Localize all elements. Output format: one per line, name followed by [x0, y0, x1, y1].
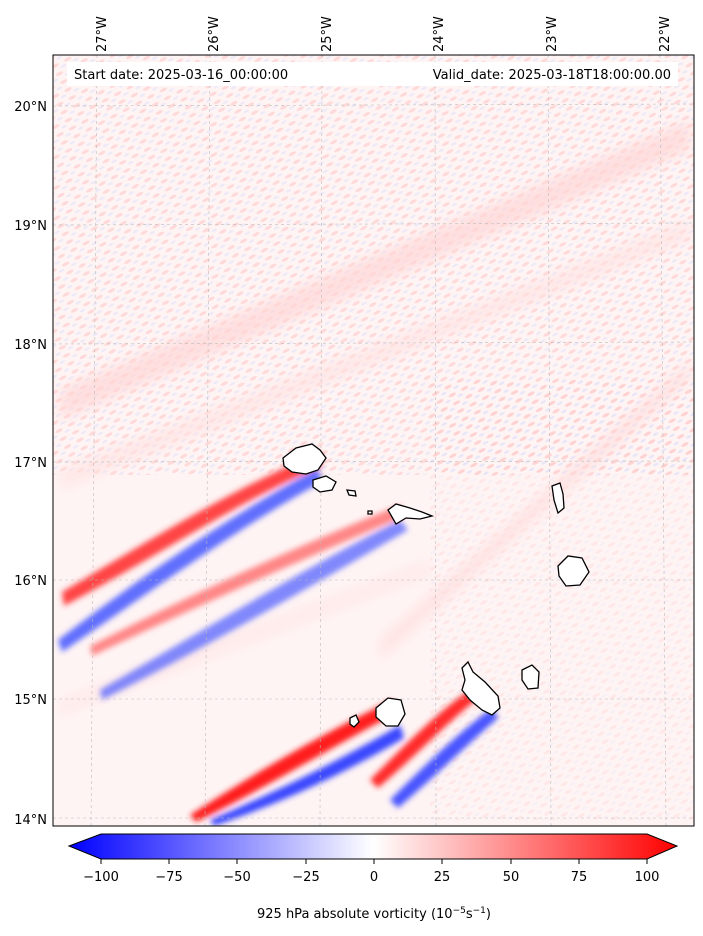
wake-blue-2: [100, 520, 408, 700]
island-boa-vista: [557, 555, 590, 587]
wake-blue-1: [58, 468, 322, 652]
lat-label-15n: 15°N: [14, 693, 47, 708]
wake-red-1: [62, 452, 322, 606]
colorbar-title-exp1: −5: [453, 906, 466, 916]
lon-label-22w: 22°W: [658, 16, 673, 52]
cb-tick-25: 25: [434, 870, 451, 885]
lat-label-14n: 14°N: [14, 813, 47, 828]
island-raso: [367, 510, 373, 515]
cb-tick-m75: −75: [155, 870, 182, 885]
lon-label-27w: 27°W: [95, 16, 110, 52]
lat-label-17n: 17°N: [14, 456, 47, 471]
wake-red-2: [90, 505, 405, 656]
island-outlines: [282, 443, 590, 728]
valid-date-label: Valid_date: 2025-03-18T18:00:00.00: [433, 68, 671, 83]
pink-band-3: [380, 360, 690, 660]
colorbar-title-main: 925 hPa absolute vorticity (10: [257, 907, 453, 922]
island-santiago: [461, 660, 501, 716]
island-sao-nicolau: [387, 503, 435, 525]
pink-band-2: [60, 220, 690, 490]
lon-label-23w: 23°W: [545, 16, 560, 52]
lon-label-26w: 26°W: [207, 16, 222, 52]
island-brava: [349, 714, 360, 728]
longitude-axis: 27°W 26°W 25°W 24°W 23°W 22°W: [95, 16, 673, 52]
latitude-axis: 20°N 19°N 18°N 17°N 16°N 15°N 14°N: [14, 100, 47, 828]
lat-label-19n: 19°N: [14, 219, 47, 234]
cb-tick-m50: −50: [223, 870, 250, 885]
map-frame: [52, 54, 695, 827]
cb-tick-100: 100: [635, 870, 660, 885]
colorbar-title-mid: s: [466, 907, 473, 922]
wake-red-4: [370, 690, 476, 788]
start-date-label: Start date: 2025-03-16_00:00:00: [74, 68, 288, 83]
pink-band-1: [60, 120, 690, 420]
cb-tick-m25: −25: [292, 870, 319, 885]
lon-label-25w: 25°W: [320, 16, 335, 52]
colorbar-ticks: [100, 859, 648, 864]
colorbar: −100 −75 −50 −25 0 25 50 75 100 925 hPa …: [67, 833, 679, 922]
cb-tick-50: 50: [503, 870, 520, 885]
cb-tick-0: 0: [370, 870, 378, 885]
island-sal: [551, 482, 565, 515]
colorbar-bar: [67, 833, 679, 860]
pink-band-4: [60, 560, 430, 715]
map-panel: Start date: 2025-03-16_00:00:00 Valid_da…: [52, 54, 695, 827]
map-grid: [53, 55, 694, 826]
island-santo-antao: [282, 443, 327, 475]
colorbar-title: 925 hPa absolute vorticity (10−5s−1): [257, 906, 491, 922]
colorbar-title-end: ): [486, 907, 491, 922]
lat-label-16n: 16°N: [14, 574, 47, 589]
lon-label-24w: 24°W: [432, 16, 447, 52]
island-santa-luzia: [345, 489, 357, 497]
island-sao-vicente: [312, 475, 337, 493]
lat-label-18n: 18°N: [14, 338, 47, 353]
header-box: [67, 62, 678, 86]
wake-red-3: [190, 700, 398, 822]
cb-tick-m100: −100: [83, 870, 119, 885]
colorbar-title-exp2: −1: [473, 906, 486, 916]
lat-label-20n: 20°N: [14, 100, 47, 115]
ripple-field-east: [430, 380, 694, 820]
wake-blue-4: [390, 708, 498, 808]
island-maio: [521, 664, 540, 690]
wake-blue-3: [210, 725, 404, 826]
island-fogo: [375, 697, 406, 727]
cb-tick-75: 75: [571, 870, 588, 885]
